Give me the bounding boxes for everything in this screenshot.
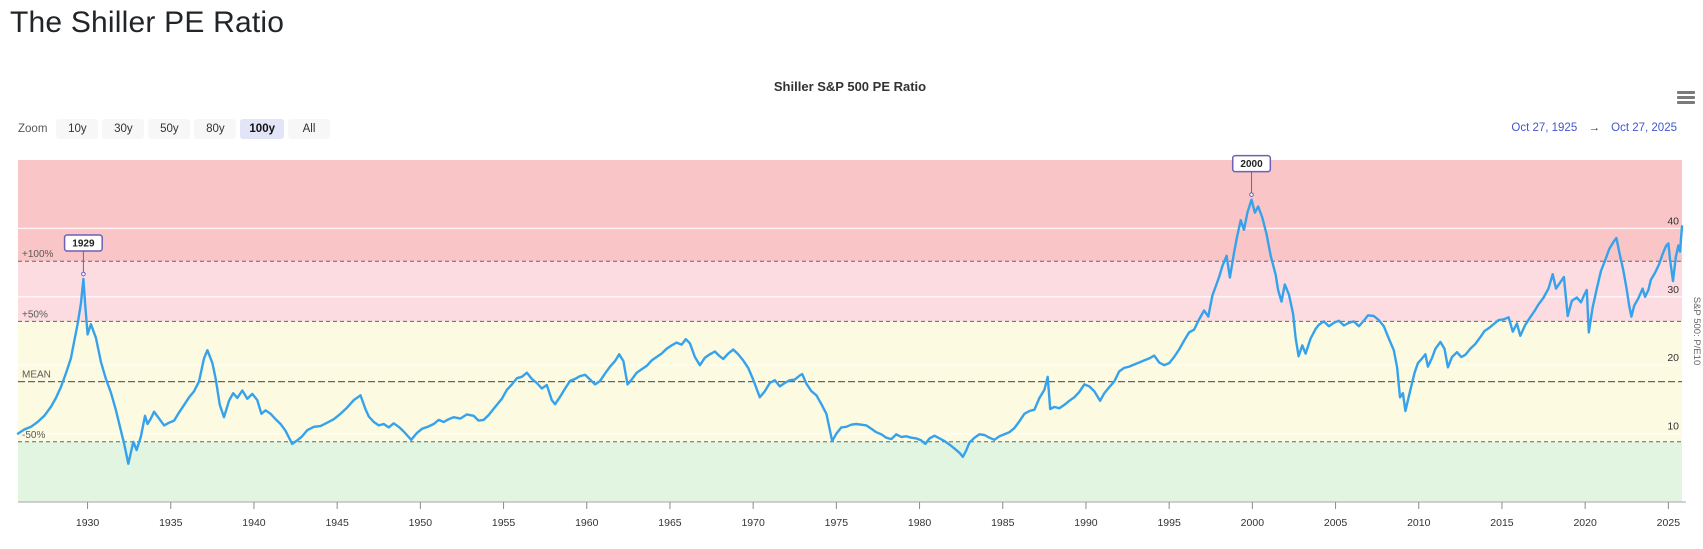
annotation-dot-2000 xyxy=(1249,192,1254,197)
y-axis-label: 10 xyxy=(1667,421,1679,433)
y-axis-label: 40 xyxy=(1667,215,1679,227)
context-menu-icon[interactable] xyxy=(1677,91,1695,104)
plot-line-label-MEAN: MEAN xyxy=(22,370,51,381)
x-axis-label: 1945 xyxy=(325,517,349,529)
x-axis-label: 1950 xyxy=(409,517,433,529)
x-axis-label: 1940 xyxy=(242,517,266,529)
x-axis-label: 1965 xyxy=(658,517,682,529)
range-button-100y[interactable]: 100y xyxy=(240,119,284,139)
x-axis-label: 1980 xyxy=(908,517,932,529)
zoom-label: Zoom xyxy=(18,123,48,135)
plot-band-undervalued[interactable] xyxy=(18,441,1682,502)
plot-line-label-+100%: +100% xyxy=(22,249,54,260)
x-axis-label: 1975 xyxy=(825,517,849,529)
plot-line-label--50%: -50% xyxy=(22,430,45,441)
plot-band-overvalued[interactable] xyxy=(18,261,1682,322)
range-button-10y[interactable]: 10y xyxy=(56,119,99,139)
date-range-arrow-icon: → xyxy=(1588,122,1600,134)
range-button-all[interactable]: All xyxy=(288,119,330,139)
annotation-box-2000[interactable] xyxy=(1231,154,1272,173)
range-button-30y[interactable]: 30y xyxy=(102,119,145,139)
plot-band-very-overvalued[interactable] xyxy=(18,160,1682,262)
burger-bar xyxy=(1677,101,1695,104)
x-axis-label: 2020 xyxy=(1573,517,1597,529)
x-axis-label: 2000 xyxy=(1241,517,1265,529)
x-axis-label: 1935 xyxy=(159,517,183,529)
x-axis-label: 1960 xyxy=(575,517,599,529)
x-axis-label: 1985 xyxy=(991,517,1015,529)
burger-bar xyxy=(1677,91,1695,94)
date-range-to[interactable]: Oct 27, 2025 xyxy=(1611,122,1677,134)
annotation-label-2000: 2000 xyxy=(1240,159,1263,170)
y-axis-title: S&P 500: P/E10 xyxy=(1691,297,1702,366)
x-axis-label: 1995 xyxy=(1157,517,1181,529)
x-axis-label: 1930 xyxy=(76,517,100,529)
x-axis-label: 2005 xyxy=(1324,517,1348,529)
date-range-from[interactable]: Oct 27, 1925 xyxy=(1511,122,1578,134)
annotation-box-1929[interactable] xyxy=(63,234,103,252)
chart-title: Shiller S&P 500 PE Ratio xyxy=(773,79,927,94)
date-range: Oct 27, 1925 → Oct 27, 2025 xyxy=(1511,122,1677,134)
range-button-80y[interactable]: 80y xyxy=(194,119,237,139)
range-selector: Zoom 10y 30y 50y 80y 100y All xyxy=(18,118,334,140)
annotation-label-1929: 1929 xyxy=(72,239,95,250)
y-axis-label: 30 xyxy=(1667,284,1679,296)
series-line xyxy=(16,198,1684,465)
x-axis-label: 1955 xyxy=(492,517,516,529)
range-button-50y[interactable]: 50y xyxy=(148,119,191,139)
annotation-dot-1929 xyxy=(81,271,86,277)
burger-bar xyxy=(1677,96,1695,99)
page-title: The Shiller PE Ratio xyxy=(10,6,285,39)
x-axis-label: 1990 xyxy=(1074,517,1098,529)
x-axis-label: 2010 xyxy=(1407,517,1431,529)
plot-line-label-+50%: +50% xyxy=(22,309,48,320)
x-axis-label: 2015 xyxy=(1490,517,1514,529)
x-axis-label: 1970 xyxy=(741,517,765,529)
x-axis-label: 2025 xyxy=(1657,517,1681,529)
y-axis-label: 20 xyxy=(1667,352,1679,364)
